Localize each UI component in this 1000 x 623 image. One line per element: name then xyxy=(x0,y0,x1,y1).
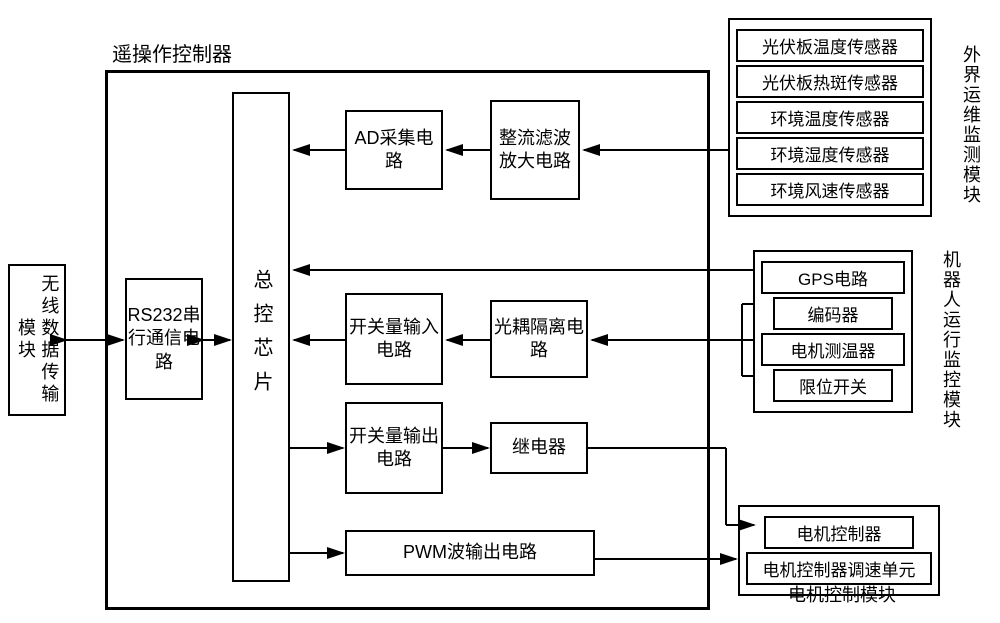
robot-module-label: 机器人运行监控模块 xyxy=(920,250,962,430)
swin-text: 开关量输入电路 xyxy=(347,316,441,363)
switch-in: 开关量输入电路 xyxy=(345,293,443,385)
motor-controller: 电机控制器 xyxy=(764,516,914,549)
rfa-text: 整流滤波放大电路 xyxy=(492,127,578,174)
wireless-text: 无线数据传输模块 xyxy=(14,266,61,414)
sensor-pv-temp: 光伏板温度传感器 xyxy=(736,29,924,62)
relay-text: 继电器 xyxy=(512,436,566,459)
switch-out: 开关量输出电路 xyxy=(345,402,443,494)
swout-text: 开关量输出电路 xyxy=(347,425,441,472)
main-chip-text: 总控芯片 xyxy=(248,269,274,405)
sensor-env-humidity: 环境湿度传感器 xyxy=(736,137,924,170)
pwm-out: PWM波输出电路 xyxy=(345,530,595,576)
ad-circuit: AD采集电路 xyxy=(345,110,443,190)
motor-control-group: 电机控制器 电机控制器调速单元 xyxy=(738,505,940,596)
sensor-env-wind: 环境风速传感器 xyxy=(736,173,924,206)
ad-text: AD采集电路 xyxy=(347,127,441,174)
sensor-env-temp: 环境温度传感器 xyxy=(736,101,924,134)
rs232-box: RS232串行通信电路 xyxy=(125,278,203,400)
relay: 继电器 xyxy=(490,422,588,474)
rs232-text: RS232串行通信电路 xyxy=(127,304,201,374)
motor-module-label: 电机控制模块 xyxy=(788,584,896,607)
encoder: 编码器 xyxy=(773,297,893,330)
motor-temp-sensor: 电机测温器 xyxy=(761,333,905,366)
pwm-text: PWM波输出电路 xyxy=(403,541,537,564)
robot-monitor-group: GPS电路 编码器 电机测温器 限位开关 xyxy=(753,250,913,413)
main-chip: 总控芯片 xyxy=(232,92,290,582)
sensor-pv-hotspot: 光伏板热斑传感器 xyxy=(736,65,924,98)
gps-circuit: GPS电路 xyxy=(761,261,905,294)
opto-isolate: 光耦隔离电路 xyxy=(490,300,588,378)
rect-filter-amp: 整流滤波放大电路 xyxy=(490,100,580,200)
wireless-module: 无线数据传输模块 xyxy=(8,264,66,416)
limit-switch: 限位开关 xyxy=(773,369,893,402)
external-monitor-group: 光伏板温度传感器 光伏板热斑传感器 环境温度传感器 环境湿度传感器 环境风速传感… xyxy=(728,18,932,217)
opto-text: 光耦隔离电路 xyxy=(492,316,586,363)
controller-label: 遥操作控制器 xyxy=(112,42,232,68)
external-module-label: 外界运维监测模块 xyxy=(940,45,982,205)
motor-speed-unit: 电机控制器调速单元 xyxy=(746,552,932,585)
